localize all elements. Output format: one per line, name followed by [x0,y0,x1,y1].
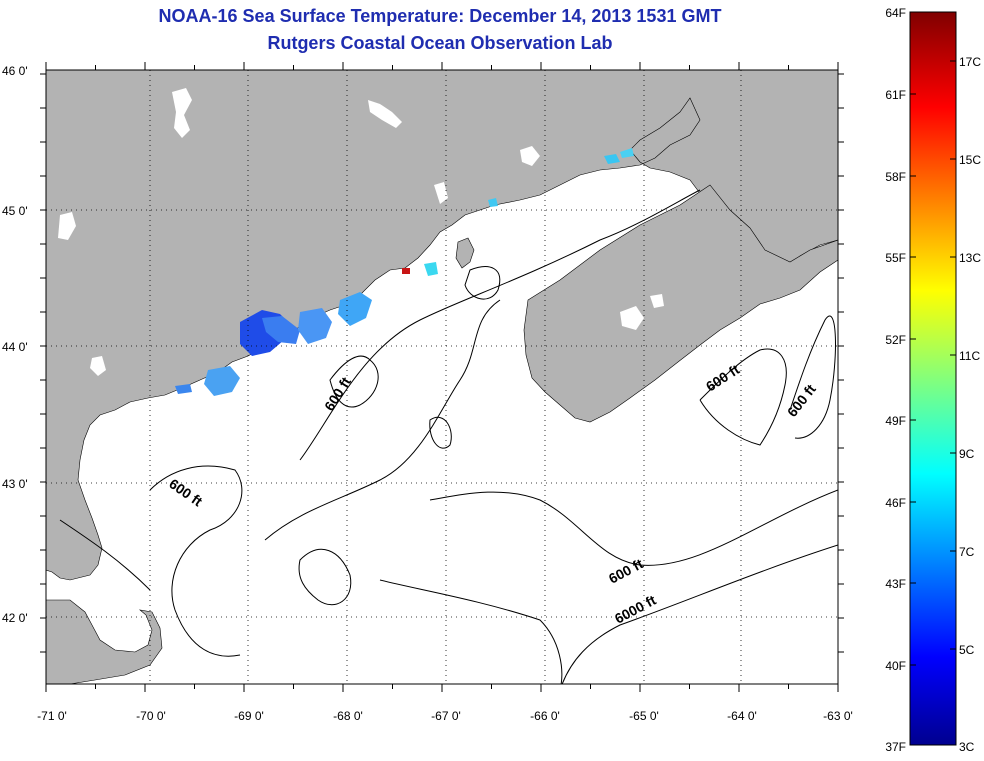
colorbar-f-label: 55F [885,251,906,265]
lat-label: 46 0' [2,64,28,78]
sst-patches [175,148,634,396]
lat-labels: 46 0' 45 0' 44 0' 43 0' 42 0' [2,64,28,625]
colorbar-f-labels: 64F 61F 58F 55F 52F 49F 46F 43F 40F 37F [885,6,906,754]
lat-label: 44 0' [2,340,28,354]
colorbar-c-label: 15C [959,153,981,167]
colorbar-c-label: 11C [959,349,980,363]
colorbar-c-labels: 17C 15C 13C 11C 9C 7C 5C 3C [959,55,981,754]
map-title: NOAA-16 Sea Surface Temperature: Decembe… [158,6,722,26]
colorbar-c-label: 5C [959,643,975,657]
colorbar-f-label: 58F [885,170,906,184]
lakes [58,88,664,376]
lon-label: -66 0' [530,709,560,723]
lon-label: -64 0' [727,709,757,723]
colorbar-c-label: 3C [959,740,975,754]
colorbar-f-label: 52F [885,333,906,347]
lat-label: 45 0' [2,204,28,218]
axis-ticks [40,62,844,692]
colorbar-c-label: 17C [959,55,981,69]
colorbar-f-label: 64F [885,6,906,20]
colorbar-f-label: 61F [885,88,906,102]
colorbar-f-label: 40F [885,659,906,673]
graticule [46,70,838,684]
lon-label: -68 0' [333,709,363,723]
colorbar-f-label: 46F [885,496,906,510]
colorbar-ticks [910,11,956,746]
colorbar-f-label: 49F [885,414,906,428]
colorbar-c-label: 9C [959,447,975,461]
colorbar-f-label: 43F [885,577,906,591]
depth-contours [59,189,838,684]
lon-label: -69 0' [234,709,264,723]
lat-label: 42 0' [2,611,28,625]
land-cape-cod [46,599,163,684]
lon-label: -65 0' [629,709,659,723]
colorbar [909,11,957,746]
land-nova-scotia [523,184,838,423]
lon-label: -70 0' [136,709,166,723]
land-grand-manan [455,237,475,269]
lon-label: -67 0' [431,709,461,723]
lon-labels: -71 0' -70 0' -69 0' -68 0' -67 0' -66 0… [37,709,853,723]
colorbar-f-label: 37F [885,740,906,754]
colorbar-c-label: 13C [959,251,981,265]
map-subtitle: Rutgers Coastal Ocean Observation Lab [267,33,613,53]
lon-label: -63 0' [823,709,853,723]
lon-label: -71 0' [37,709,67,723]
lat-label: 43 0' [2,477,28,491]
colorbar-c-label: 7C [959,545,975,559]
